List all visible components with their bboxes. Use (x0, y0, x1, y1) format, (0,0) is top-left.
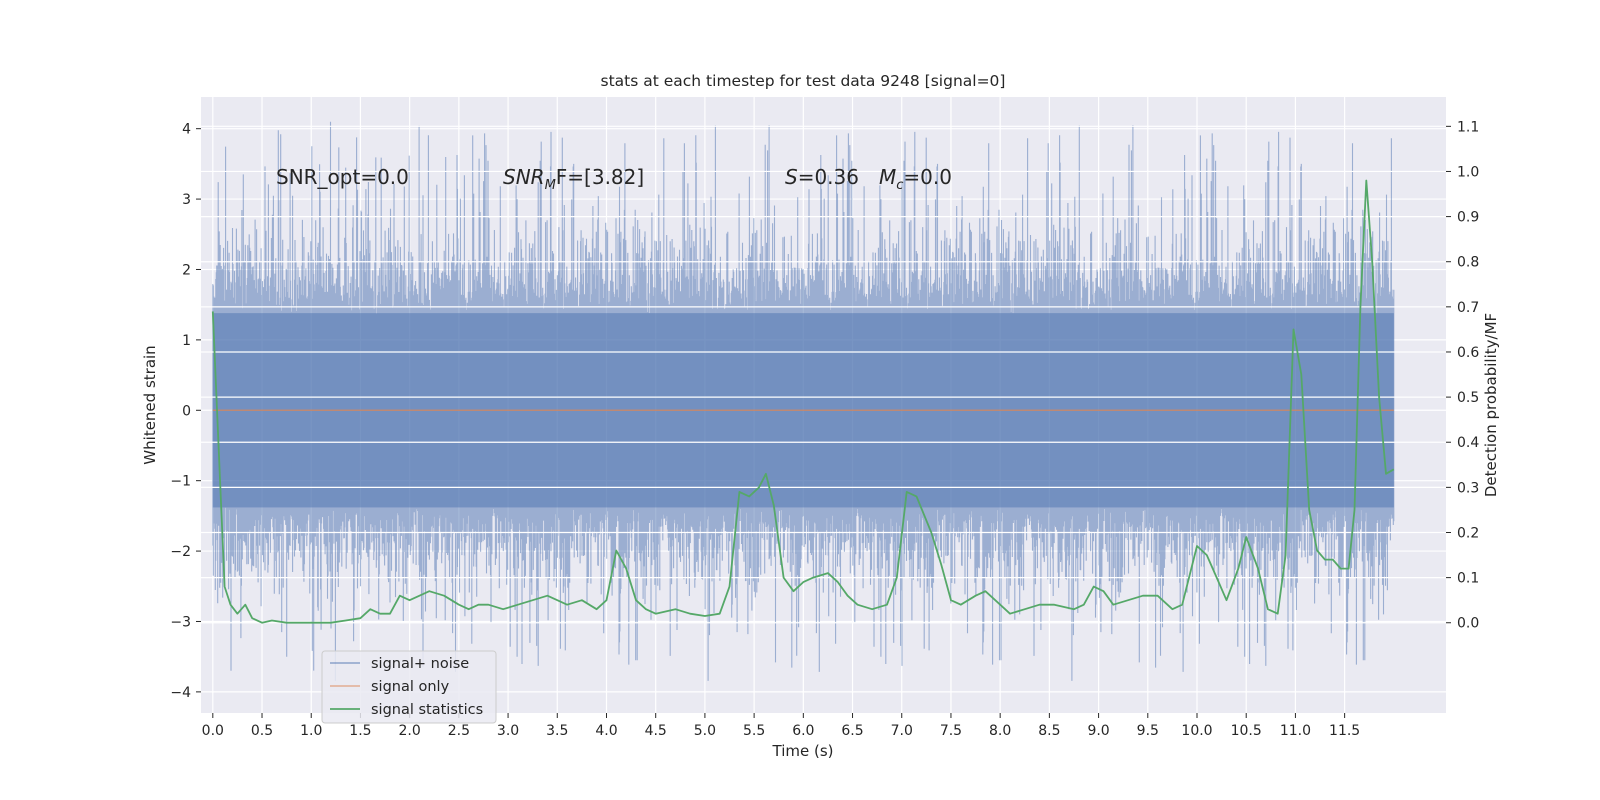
annotation-snr-mf-main: SNR (503, 165, 545, 189)
annotation-snr-mf-sub: M (545, 178, 556, 193)
x-tick-label: 10.5 (1231, 723, 1262, 739)
x-tick-label: 8.0 (989, 723, 1011, 739)
legend-label-signal-statistics: signal statistics (371, 702, 483, 718)
x-tick-label: 7.0 (891, 723, 913, 739)
y2-tick-label: 0.2 (1457, 525, 1479, 541)
y-tick-label: −2 (170, 544, 191, 560)
y-tick-label: −3 (170, 614, 191, 630)
y2-axis-label: Detection probability/MF (1482, 313, 1500, 497)
y-tick-label: 4 (182, 122, 191, 138)
x-tick-label: 5.5 (743, 723, 765, 739)
x-tick-label: 2.5 (448, 723, 470, 739)
y2-tick-label: 0.3 (1457, 480, 1479, 496)
x-tick-label: 3.5 (546, 723, 568, 739)
x-tick-label: 6.0 (792, 723, 814, 739)
x-tick-label: 9.5 (1137, 723, 1159, 739)
y2-tick-label: 0.1 (1457, 571, 1479, 587)
y2-tick-label: 0.7 (1457, 300, 1479, 316)
y-tick-label: 3 (182, 192, 191, 208)
y2-tick-label: 1.0 (1457, 164, 1479, 180)
annotation-mc-rest: =0.0 (903, 165, 952, 189)
y-tick-label: 0 (182, 403, 191, 419)
annotation-snr-mf: SNRMF=[3.82] (503, 165, 644, 193)
annotation-snr-opt: SNR_opt=0.0 (276, 165, 409, 189)
x-tick-label: 2.0 (399, 723, 421, 739)
y2-tick-label: 0.9 (1457, 210, 1479, 226)
legend-box (321, 650, 497, 724)
x-axis-ticks: 0.0 0.5 1.0 1.5 2.0 2.5 3.0 3.5 4.0 4.5 5.0 5.5 6.0 6… (202, 713, 1360, 739)
legend-label-signal-noise: signal+ noise (371, 656, 469, 672)
x-tick-label: 4.5 (645, 723, 667, 739)
x-tick-label: 3.0 (497, 723, 519, 739)
x-tick-label: 8.5 (1038, 723, 1060, 739)
y2-tick-label: 0.4 (1457, 435, 1479, 451)
chart-title: stats at each timestep for test data 924… (601, 72, 1006, 90)
y-tick-label: 1 (182, 333, 191, 349)
y-axis-label: Whitened strain (141, 345, 159, 464)
y-axis-ticks: −4 −3 −2 −1 0 1 2 3 4 (170, 122, 201, 701)
x-tick-label: 0.0 (202, 723, 224, 739)
annotation-mc: Mc=0.0 (879, 165, 952, 193)
x-tick-label: 5.0 (694, 723, 716, 739)
y2-tick-label: 0.0 (1457, 616, 1479, 632)
annotation-mc-main: M (879, 165, 896, 189)
y-tick-label: 2 (182, 262, 191, 278)
y2-tick-label: 0.8 (1457, 255, 1479, 271)
x-axis-label: Time (s) (772, 742, 834, 760)
x-tick-label: 10.0 (1181, 723, 1212, 739)
x-tick-label: 6.5 (841, 723, 863, 739)
x-tick-label: 11.0 (1280, 723, 1311, 739)
y2-axis-ticks: 0.0 0.1 0.2 0.3 0.4 0.5 0.6 0.7 0.8 0.9 1.0 1.1 (1446, 119, 1479, 632)
annotation-snr-mf-rest: F=[3.82] (556, 165, 644, 189)
annotation-s: S=0.36 (785, 165, 859, 189)
y2-gridlines (201, 125, 1446, 624)
series-signal-statistics (211, 179, 1395, 624)
plot-series (201, 121, 1446, 681)
y-tick-label: −1 (170, 474, 191, 490)
annotation-s-rest: =0.36 (798, 165, 859, 189)
legend: signal+ noise signal only signal statist… (321, 650, 497, 724)
x-tick-label: 7.5 (940, 723, 962, 739)
annotation-mc-sub: c (896, 178, 903, 193)
x-tick-label: 1.0 (300, 723, 322, 739)
x-tick-label: 0.5 (251, 723, 273, 739)
y2-tick-label: 0.5 (1457, 390, 1479, 406)
x-tick-label: 11.5 (1329, 723, 1360, 739)
y2-tick-label: 0.6 (1457, 345, 1479, 361)
noise-trace (212, 121, 1395, 681)
y2-tick-label: 1.1 (1457, 119, 1479, 135)
x-tick-label: 9.0 (1087, 723, 1109, 739)
legend-label-signal-only: signal only (371, 679, 450, 695)
annotation-s-main: S (785, 165, 798, 189)
x-tick-label: 1.5 (349, 723, 371, 739)
y-tick-label: −4 (170, 685, 191, 701)
x-tick-label: 4.0 (595, 723, 617, 739)
